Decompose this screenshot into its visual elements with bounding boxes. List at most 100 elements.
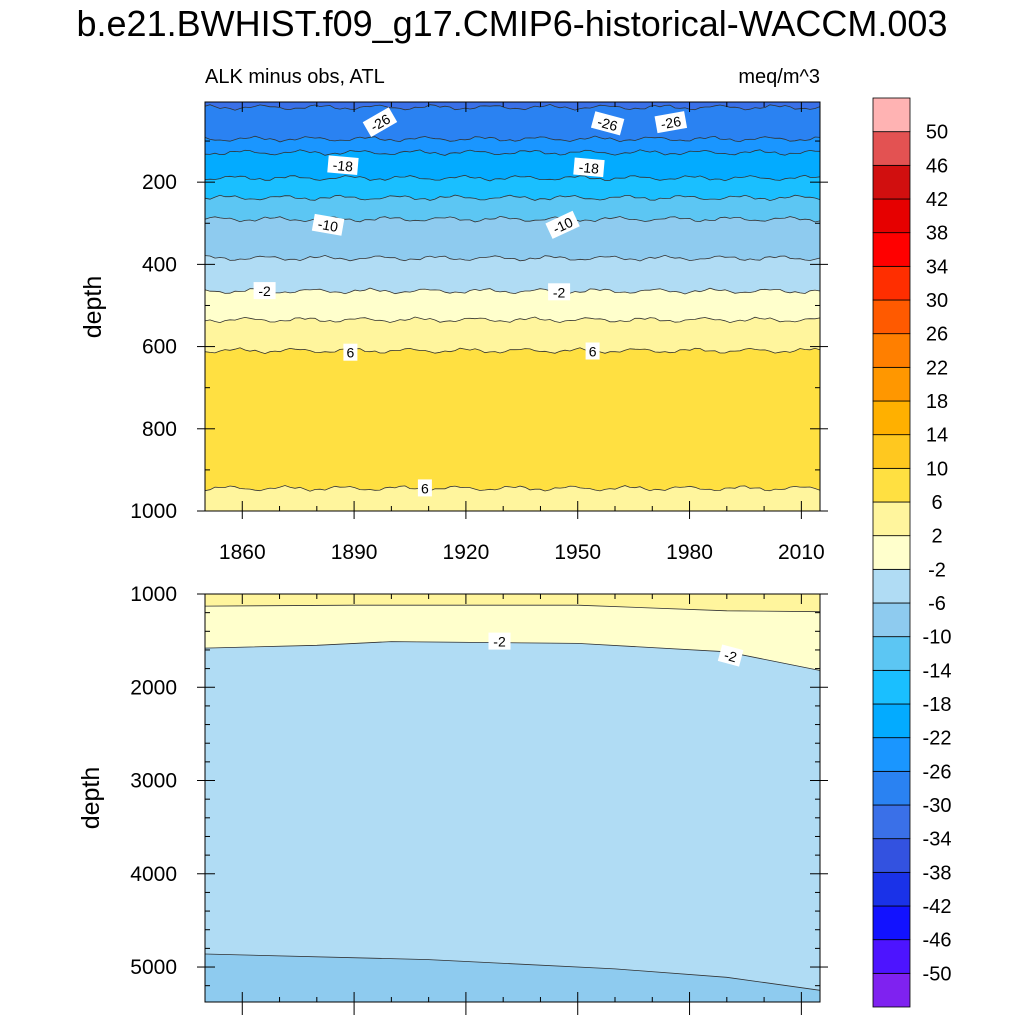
- lower-fill-layer: [204, 593, 821, 1003]
- colorbar-swatch: [872, 97, 911, 133]
- colorbar-swatch: [872, 636, 911, 671]
- colorbar-swatch: [872, 703, 911, 739]
- x-tick-label: 2010: [778, 541, 825, 564]
- colorbar-swatch: [872, 400, 911, 436]
- page-title: b.e21.BWHIST.f09_g17.CMIP6-historical-WA…: [76, 3, 948, 44]
- colorbar: 50 46 42 38 34 30 26 22 18 14 10 6 2 -2 -6 -10 -14 -18 -22…: [872, 97, 952, 1008]
- upper-band: [204, 347, 821, 492]
- contour-label-bg: [717, 644, 744, 667]
- contour-label-bg: [417, 479, 432, 497]
- upper-contour-line: [204, 215, 821, 223]
- colorbar-swatch: [872, 232, 911, 267]
- contour-label-text: 6: [589, 344, 597, 360]
- colorbar-label: 22: [926, 357, 948, 379]
- colorbar-label: 2: [931, 526, 942, 548]
- contour-label-bg: [590, 111, 625, 136]
- upper-contour-line: [204, 194, 821, 202]
- contour-label-bg: [253, 282, 276, 300]
- y-tick-label: 400: [142, 253, 177, 276]
- upper-ylabel: depth: [79, 276, 107, 339]
- y-tick-label: 5000: [130, 956, 177, 979]
- colorbar-swatch: [872, 333, 911, 368]
- colorbar-label: 42: [926, 189, 948, 211]
- contour-label-text: 6: [421, 480, 429, 496]
- upper-right-label: meq/m^3: [738, 66, 820, 88]
- contour-label-text: -2: [553, 284, 566, 300]
- colorbar-swatch: [872, 737, 911, 772]
- colorbar-swatch: [872, 568, 911, 604]
- contour-label-bg: [362, 107, 398, 138]
- contour-label: -2: [253, 282, 276, 300]
- x-tick-label: 1950: [554, 541, 601, 564]
- colorbar-label: -26: [923, 761, 952, 783]
- colorbar-label: 18: [926, 391, 948, 413]
- upper-band: [204, 104, 821, 143]
- contour-label: -18: [573, 157, 605, 178]
- colorbar-label: 38: [926, 223, 948, 245]
- colorbar-label: -50: [923, 963, 952, 985]
- lower-plot-frame: [204, 593, 821, 1003]
- upper-band: [204, 316, 821, 354]
- lower-contour-line: [204, 641, 821, 671]
- colorbar-swatch: [872, 467, 911, 503]
- contour-label-text: -26: [660, 113, 683, 132]
- y-tick-label: 1000: [130, 500, 177, 523]
- colorbar-swatch: [872, 131, 911, 166]
- colorbar-label: -22: [923, 728, 952, 750]
- contour-label-bg: [327, 155, 359, 175]
- colorbar-label: -38: [923, 862, 952, 884]
- colorbar-label: 50: [926, 122, 948, 144]
- y-tick-label: 600: [142, 336, 177, 359]
- colorbar-swatch: [872, 602, 911, 638]
- contour-label: -2: [488, 632, 511, 650]
- lower-contour-labels: -2 -2: [488, 632, 744, 667]
- colorbar-swatch: [872, 265, 911, 301]
- colorbar-swatch: [872, 770, 911, 806]
- colorbar-label: -10: [923, 627, 952, 649]
- contour-label: -26: [654, 111, 688, 134]
- contour-label-bg: [343, 343, 358, 361]
- contour-label-text: -2: [493, 634, 506, 650]
- upper-contour-line: [204, 103, 821, 111]
- contour-label-text: -18: [578, 159, 600, 177]
- colorbar-label: 30: [926, 290, 948, 312]
- colorbar-swatch: [872, 501, 911, 537]
- upper-panel: -26 -26 -26-18 -18-10 -10-2 -26 66 1860 1890 192…: [79, 66, 828, 564]
- contour-label: 6: [417, 479, 432, 497]
- colorbar-swatch: [872, 299, 911, 335]
- colorbar-label: 26: [926, 324, 948, 346]
- upper-band: [204, 216, 821, 262]
- contour-label: -10: [311, 213, 345, 236]
- contour-label-text: -10: [550, 214, 575, 237]
- contour-label: -2: [717, 644, 744, 667]
- x-tick-label: 1890: [331, 541, 378, 564]
- contour-label: -18: [327, 155, 359, 175]
- colorbar-swatch: [872, 804, 911, 840]
- contour-label-bg: [545, 210, 580, 239]
- colorbar-swatch: [872, 434, 911, 469]
- colorbar-swatch: [872, 669, 911, 705]
- colorbar-label: -46: [923, 930, 952, 952]
- contour-label-bg: [585, 342, 600, 360]
- contour-label-text: -26: [596, 113, 620, 134]
- colorbar-swatch: [872, 366, 911, 402]
- contour-label-bg: [548, 283, 571, 301]
- upper-contour-line: [204, 347, 821, 355]
- upper-band: [204, 254, 821, 295]
- contour-label-text: 6: [347, 345, 355, 361]
- y-tick-label: 3000: [130, 770, 177, 793]
- lower-contour-lines: [204, 604, 821, 991]
- colorbar-label: -14: [923, 660, 952, 682]
- lower-panel: -2 -2 1000 2000 3000 4000 5000 depth: [77, 583, 828, 1015]
- colorbar-label: -42: [923, 896, 952, 918]
- upper-contour-line: [204, 485, 821, 492]
- lower-ylabel: depth: [77, 767, 105, 830]
- upper-contour-line: [204, 316, 821, 324]
- upper-ticks: 1860 1890 1920 1950 1980 2010 200 400 600 800 1000: [130, 102, 828, 564]
- upper-contour-line: [204, 135, 821, 143]
- y-tick-label: 2000: [130, 676, 177, 699]
- colorbar-label: 10: [926, 458, 948, 480]
- y-tick-label: 200: [142, 171, 177, 194]
- lower-ticks: 1000 2000 3000 4000 5000: [130, 583, 828, 1015]
